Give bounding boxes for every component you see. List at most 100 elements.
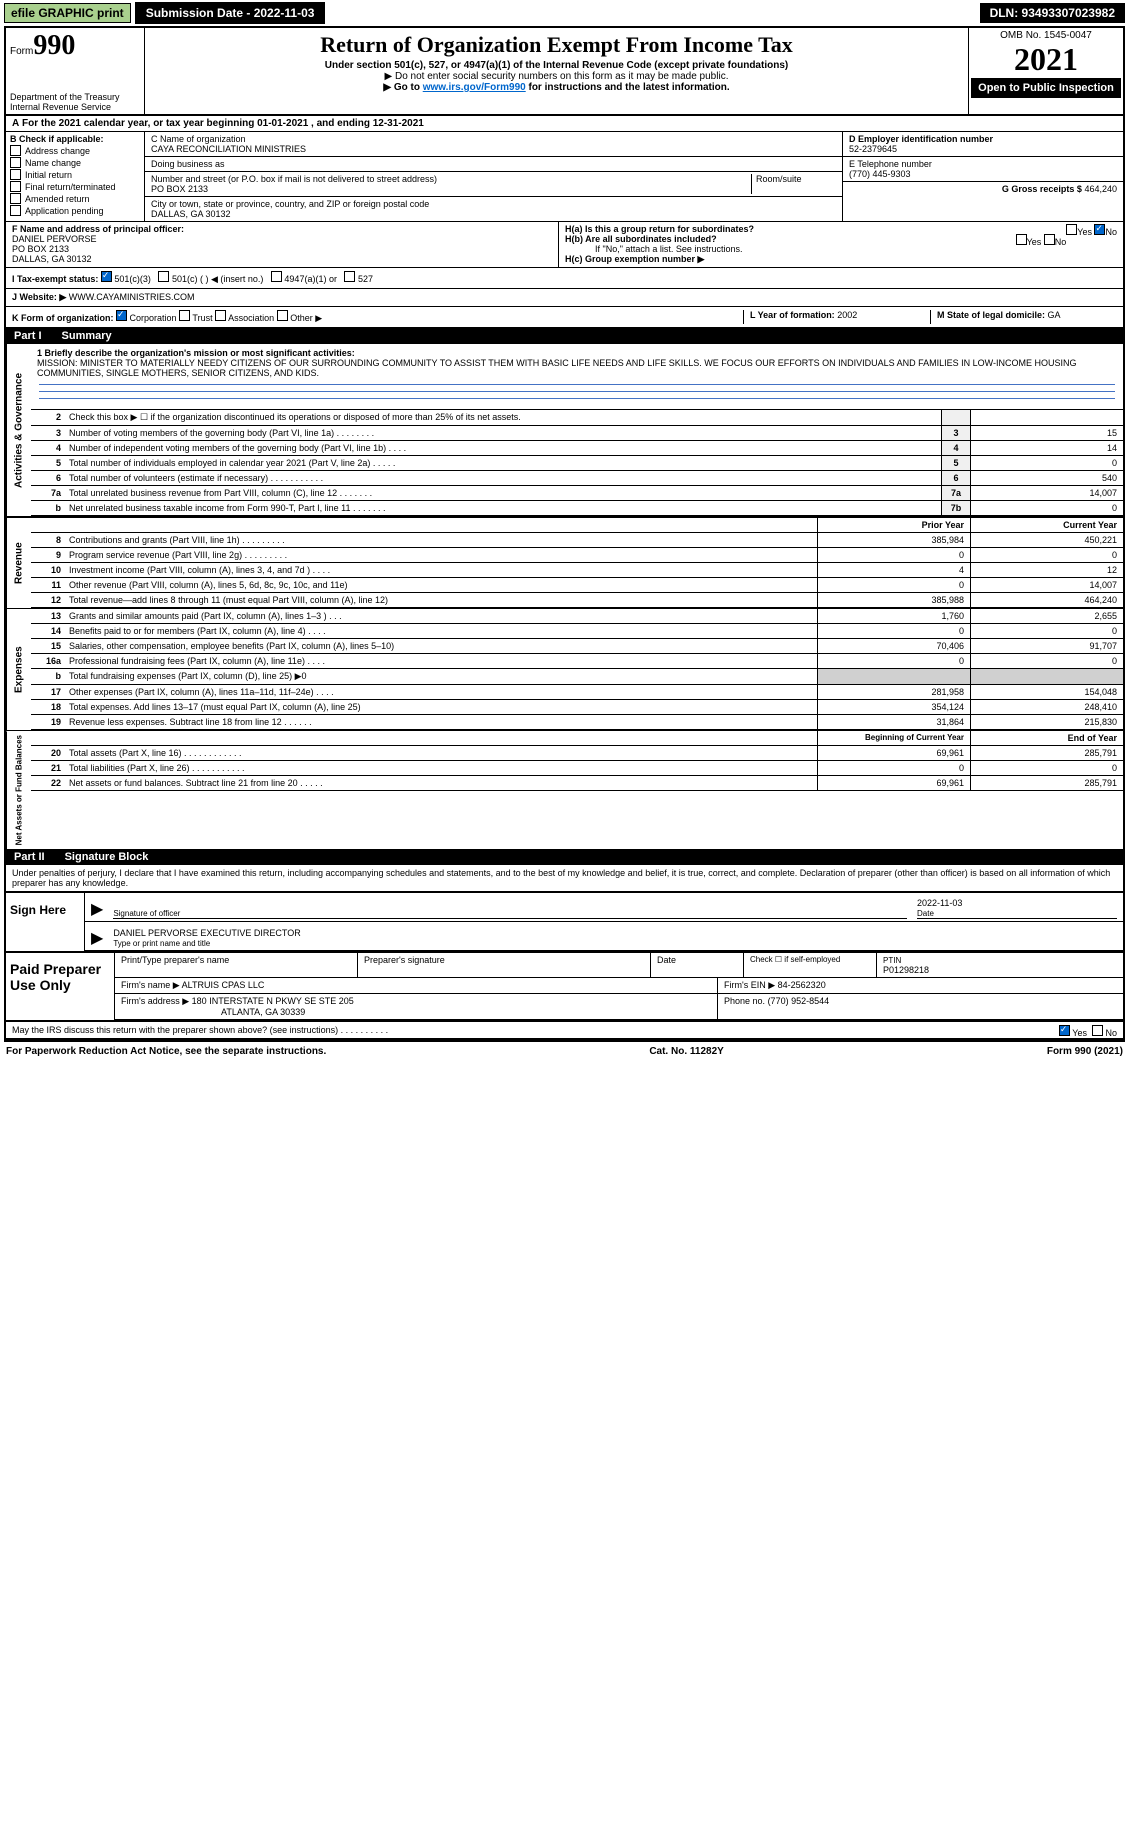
prep-h3: Date [651, 953, 744, 977]
website: WWW.CAYAMINISTRIES.COM [69, 292, 195, 302]
summary-line: 11 Other revenue (Part VIII, column (A),… [31, 578, 1123, 593]
line-desc: Net assets or fund balances. Subtract li… [65, 776, 817, 790]
line-prior: 0 [817, 761, 970, 775]
line-current: 285,791 [970, 746, 1123, 760]
summary-line: 21 Total liabilities (Part X, line 26) .… [31, 761, 1123, 776]
hb-no-cb[interactable] [1044, 234, 1055, 245]
line-num: 18 [31, 700, 65, 714]
name-change-cb[interactable] [10, 157, 21, 168]
app-pending-cb[interactable] [10, 205, 21, 216]
org-name: CAYA RECONCILIATION MINISTRIES [151, 144, 306, 154]
underline [39, 384, 1115, 385]
prep-h1: Print/Type preparer's name [115, 953, 358, 977]
line-current: 0 [970, 624, 1123, 638]
line-current: 2,655 [970, 609, 1123, 623]
hc-label: H(c) Group exemption number ▶ [565, 254, 704, 264]
firm-addr-label: Firm's address ▶ [121, 996, 189, 1006]
note2-suffix: for instructions and the latest informat… [526, 82, 730, 93]
name-label: Type or print name and title [113, 939, 210, 948]
trust-cb[interactable] [179, 310, 190, 321]
officer-addr1: PO BOX 2133 [12, 244, 69, 254]
prep-h2: Preparer's signature [358, 953, 651, 977]
line-desc: Contributions and grants (Part VIII, lin… [65, 533, 817, 547]
corp-cb[interactable] [116, 310, 127, 321]
line-current: 450,221 [970, 533, 1123, 547]
501c3-cb[interactable] [101, 271, 112, 282]
header-right: OMB No. 1545-0047 2021 Open to Public In… [968, 28, 1123, 114]
line-desc: Total liabilities (Part X, line 26) . . … [65, 761, 817, 775]
discuss-yes-cb[interactable] [1059, 1025, 1070, 1036]
footer: For Paperwork Reduction Act Notice, see … [0, 1042, 1129, 1061]
501c-cb[interactable] [158, 271, 169, 282]
summary-line: 12 Total revenue—add lines 8 through 11 … [31, 593, 1123, 608]
yes-label: Yes [1027, 237, 1042, 247]
col-headers: Beginning of Current Year End of Year [31, 731, 1123, 746]
amended-cb[interactable] [10, 193, 21, 204]
declaration: Under penalties of perjury, I declare th… [6, 865, 1123, 892]
form-subtitle: Under section 501(c), 527, or 4947(a)(1)… [149, 60, 964, 71]
section-b-title: B Check if applicable: [10, 134, 104, 144]
summary-line: 6 Total number of volunteers (estimate i… [31, 471, 1123, 486]
line-desc: Professional fundraising fees (Part IX, … [65, 654, 817, 668]
open-public-label: Open to Public Inspection [971, 78, 1121, 98]
cb-label: Initial return [25, 170, 72, 180]
ha-label: H(a) Is this a group return for subordin… [565, 224, 754, 234]
line-current: 285,791 [970, 776, 1123, 790]
ha-yes-cb[interactable] [1066, 224, 1077, 235]
section-c: C Name of organization CAYA RECONCILIATI… [145, 132, 842, 221]
line-desc: Investment income (Part VIII, column (A)… [65, 563, 817, 577]
line-desc: Total unrelated business revenue from Pa… [65, 486, 941, 500]
line-val: 0 [970, 501, 1123, 515]
other-cb[interactable] [277, 310, 288, 321]
line-prior: 69,961 [817, 776, 970, 790]
hb-yes-cb[interactable] [1016, 234, 1027, 245]
sign-block: Sign Here ▶ Signature of officer 2022-11… [6, 892, 1123, 953]
f-label: F Name and address of principal officer: [12, 224, 184, 234]
firm-addr1: 180 INTERSTATE N PKWY SE STE 205 [192, 996, 354, 1006]
summary-line: 14 Benefits paid to or for members (Part… [31, 624, 1123, 639]
footer-right: Form 990 (2021) [1047, 1046, 1123, 1057]
opt-label: 527 [358, 274, 373, 284]
final-return-cb[interactable] [10, 181, 21, 192]
cb-label: Application pending [25, 206, 104, 216]
section-i: I Tax-exempt status: 501(c)(3) 501(c) ( … [6, 268, 1123, 289]
form-990: Form990 Department of the Treasury Inter… [4, 26, 1125, 1042]
summary-line: b Net unrelated business taxable income … [31, 501, 1123, 516]
discuss-no-cb[interactable] [1092, 1025, 1103, 1036]
k-label: K Form of organization: [12, 313, 114, 323]
hb-label: H(b) Are all subordinates included? [565, 234, 717, 244]
officer-name-title: DANIEL PERVORSE EXECUTIVE DIRECTOR [113, 928, 300, 938]
cb-label: Final return/terminated [25, 182, 116, 192]
assoc-cb[interactable] [215, 310, 226, 321]
summary-line: 22 Net assets or fund balances. Subtract… [31, 776, 1123, 791]
mission-label: 1 Briefly describe the organization's mi… [37, 348, 355, 358]
line-prior: 354,124 [817, 700, 970, 714]
submission-date-button[interactable]: Submission Date - 2022-11-03 [135, 2, 326, 24]
expenses-side: Expenses [6, 609, 31, 730]
section-j: J Website: ▶ WWW.CAYAMINISTRIES.COM [6, 289, 1123, 307]
section-fh: F Name and address of principal officer:… [6, 222, 1123, 268]
preparer-block: Paid Preparer Use Only Print/Type prepar… [6, 953, 1123, 1022]
line-prior: 385,988 [817, 593, 970, 607]
ha-no-cb[interactable] [1094, 224, 1105, 235]
4947-cb[interactable] [271, 271, 282, 282]
summary-line: 2 Check this box ▶ ☐ if the organization… [31, 410, 1123, 426]
footer-left: For Paperwork Reduction Act Notice, see … [6, 1046, 326, 1057]
summary-line: 13 Grants and similar amounts paid (Part… [31, 609, 1123, 624]
527-cb[interactable] [344, 271, 355, 282]
sig-label: Signature of officer [113, 909, 180, 918]
line-num: 3 [31, 426, 65, 440]
line-current: 464,240 [970, 593, 1123, 607]
governance-section: Activities & Governance 1 Briefly descri… [6, 344, 1123, 516]
line-num: b [31, 669, 65, 684]
addr-change-cb[interactable] [10, 145, 21, 156]
firm-addr2: ATLANTA, GA 30339 [121, 1007, 305, 1017]
form990-link[interactable]: www.irs.gov/Form990 [423, 82, 526, 93]
firm-label: Firm's name ▶ [121, 980, 180, 990]
note2-prefix: ▶ Go to [383, 82, 422, 93]
line-box: 6 [941, 471, 970, 485]
m-val: GA [1048, 310, 1061, 320]
discuss-text: May the IRS discuss this return with the… [12, 1025, 388, 1035]
initial-return-cb[interactable] [10, 169, 21, 180]
line-num: 13 [31, 609, 65, 623]
